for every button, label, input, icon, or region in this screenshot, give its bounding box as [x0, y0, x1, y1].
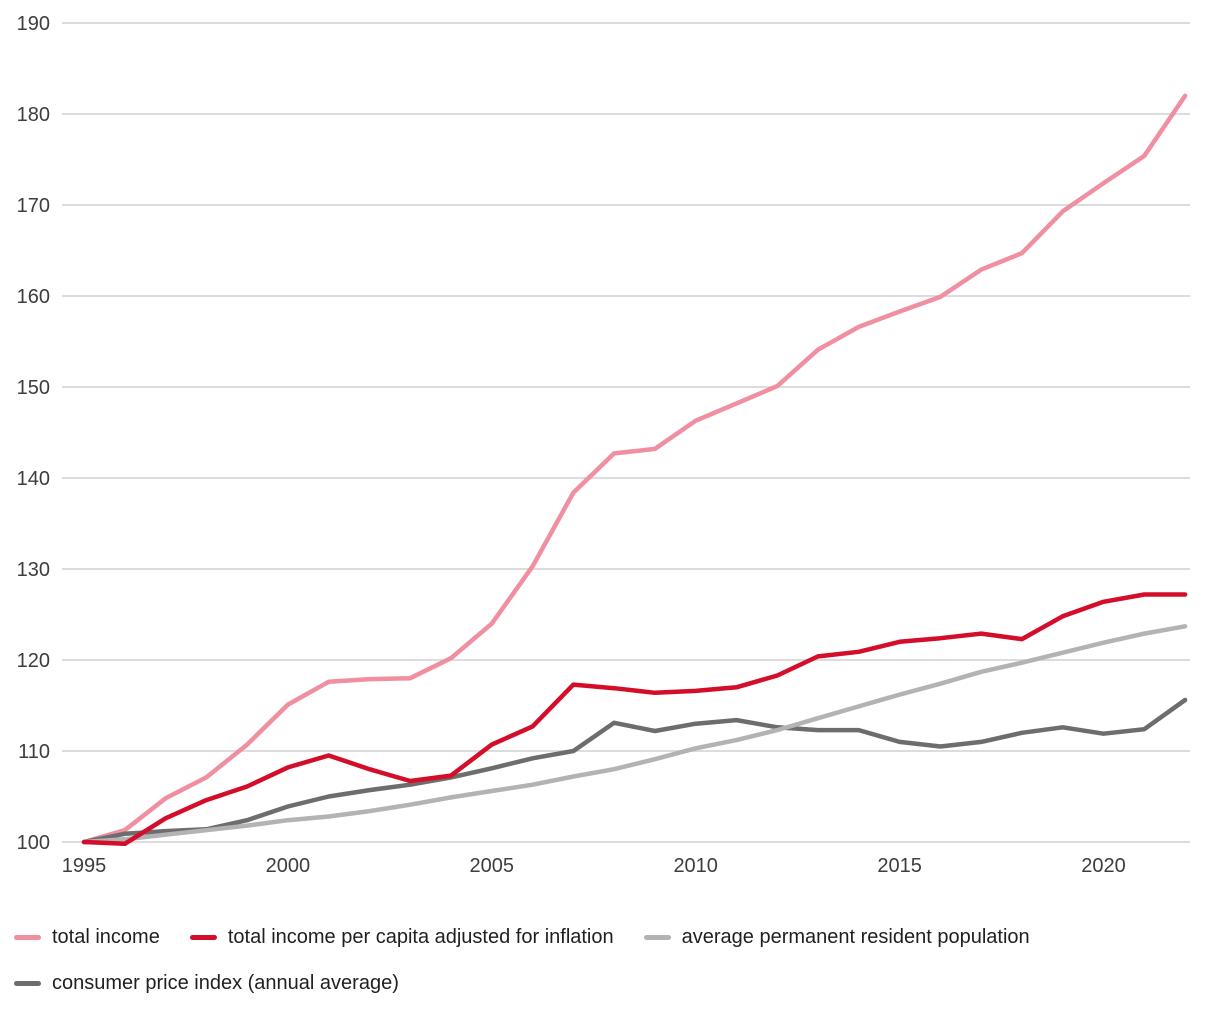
y-tick-label-170: 170: [17, 195, 50, 217]
y-tick-label-190: 190: [17, 13, 50, 35]
legend-label: total income: [52, 925, 160, 948]
y-tick-label-130: 130: [17, 559, 50, 581]
gridlines: [62, 22, 1190, 843]
legend-swatch-cpi: [14, 980, 41, 986]
y-tick-label-140: 140: [17, 468, 50, 490]
legend-item-income-per-capita: total income per capita adjusted for inf…: [189, 922, 614, 952]
legend-item-cpi: consumer price index (annual average): [14, 968, 399, 998]
line-chart: 100 110 120 130 140 150 160 170 180 190 1995 2000 2…: [17, 13, 1190, 877]
y-tick-label-180: 180: [17, 104, 50, 126]
x-axis-labels: 1995 2000 2005 2010 2015 2020: [62, 855, 1126, 877]
legend-label: consumer price index (annual average): [52, 971, 399, 994]
legend-swatch-income-per-capita: [189, 934, 217, 940]
legend-swatch-total-income: [14, 934, 41, 940]
x-tick-label-2000: 2000: [266, 855, 311, 877]
x-tick-label-2020: 2020: [1081, 855, 1126, 877]
y-tick-label-160: 160: [17, 286, 50, 308]
y-tick-label-100: 100: [17, 832, 50, 854]
y-tick-label-150: 150: [17, 377, 50, 399]
legend-item-total-income: total income: [14, 922, 160, 952]
series-line-consumer-price-index-annual-average-: [81, 697, 1188, 845]
series-line-total-income-per-capita-adjusted-for-inflation: [81, 592, 1188, 847]
x-tick-label-2010: 2010: [673, 855, 718, 877]
y-tick-label-120: 120: [17, 650, 50, 672]
x-tick-label-2005: 2005: [470, 855, 515, 877]
legend-label: average permanent resident population: [681, 925, 1030, 948]
legend-swatch-population: [643, 934, 671, 940]
series-line-total-income: [81, 93, 1188, 845]
legend-item-population: average permanent resident population: [643, 922, 1030, 952]
legend: total income total income per capita adj…: [0, 922, 1200, 998]
series-line-average-permanent-resident-population: [81, 624, 1188, 845]
x-tick-label-1995: 1995: [62, 855, 107, 877]
legend-label: total income per capita adjusted for inf…: [227, 925, 614, 948]
series-lines: [81, 93, 1188, 847]
x-tick-label-2015: 2015: [877, 855, 922, 877]
y-tick-label-110: 110: [18, 741, 50, 763]
y-axis-labels: 100 110 120 130 140 150 160 170 180 190: [17, 13, 50, 854]
